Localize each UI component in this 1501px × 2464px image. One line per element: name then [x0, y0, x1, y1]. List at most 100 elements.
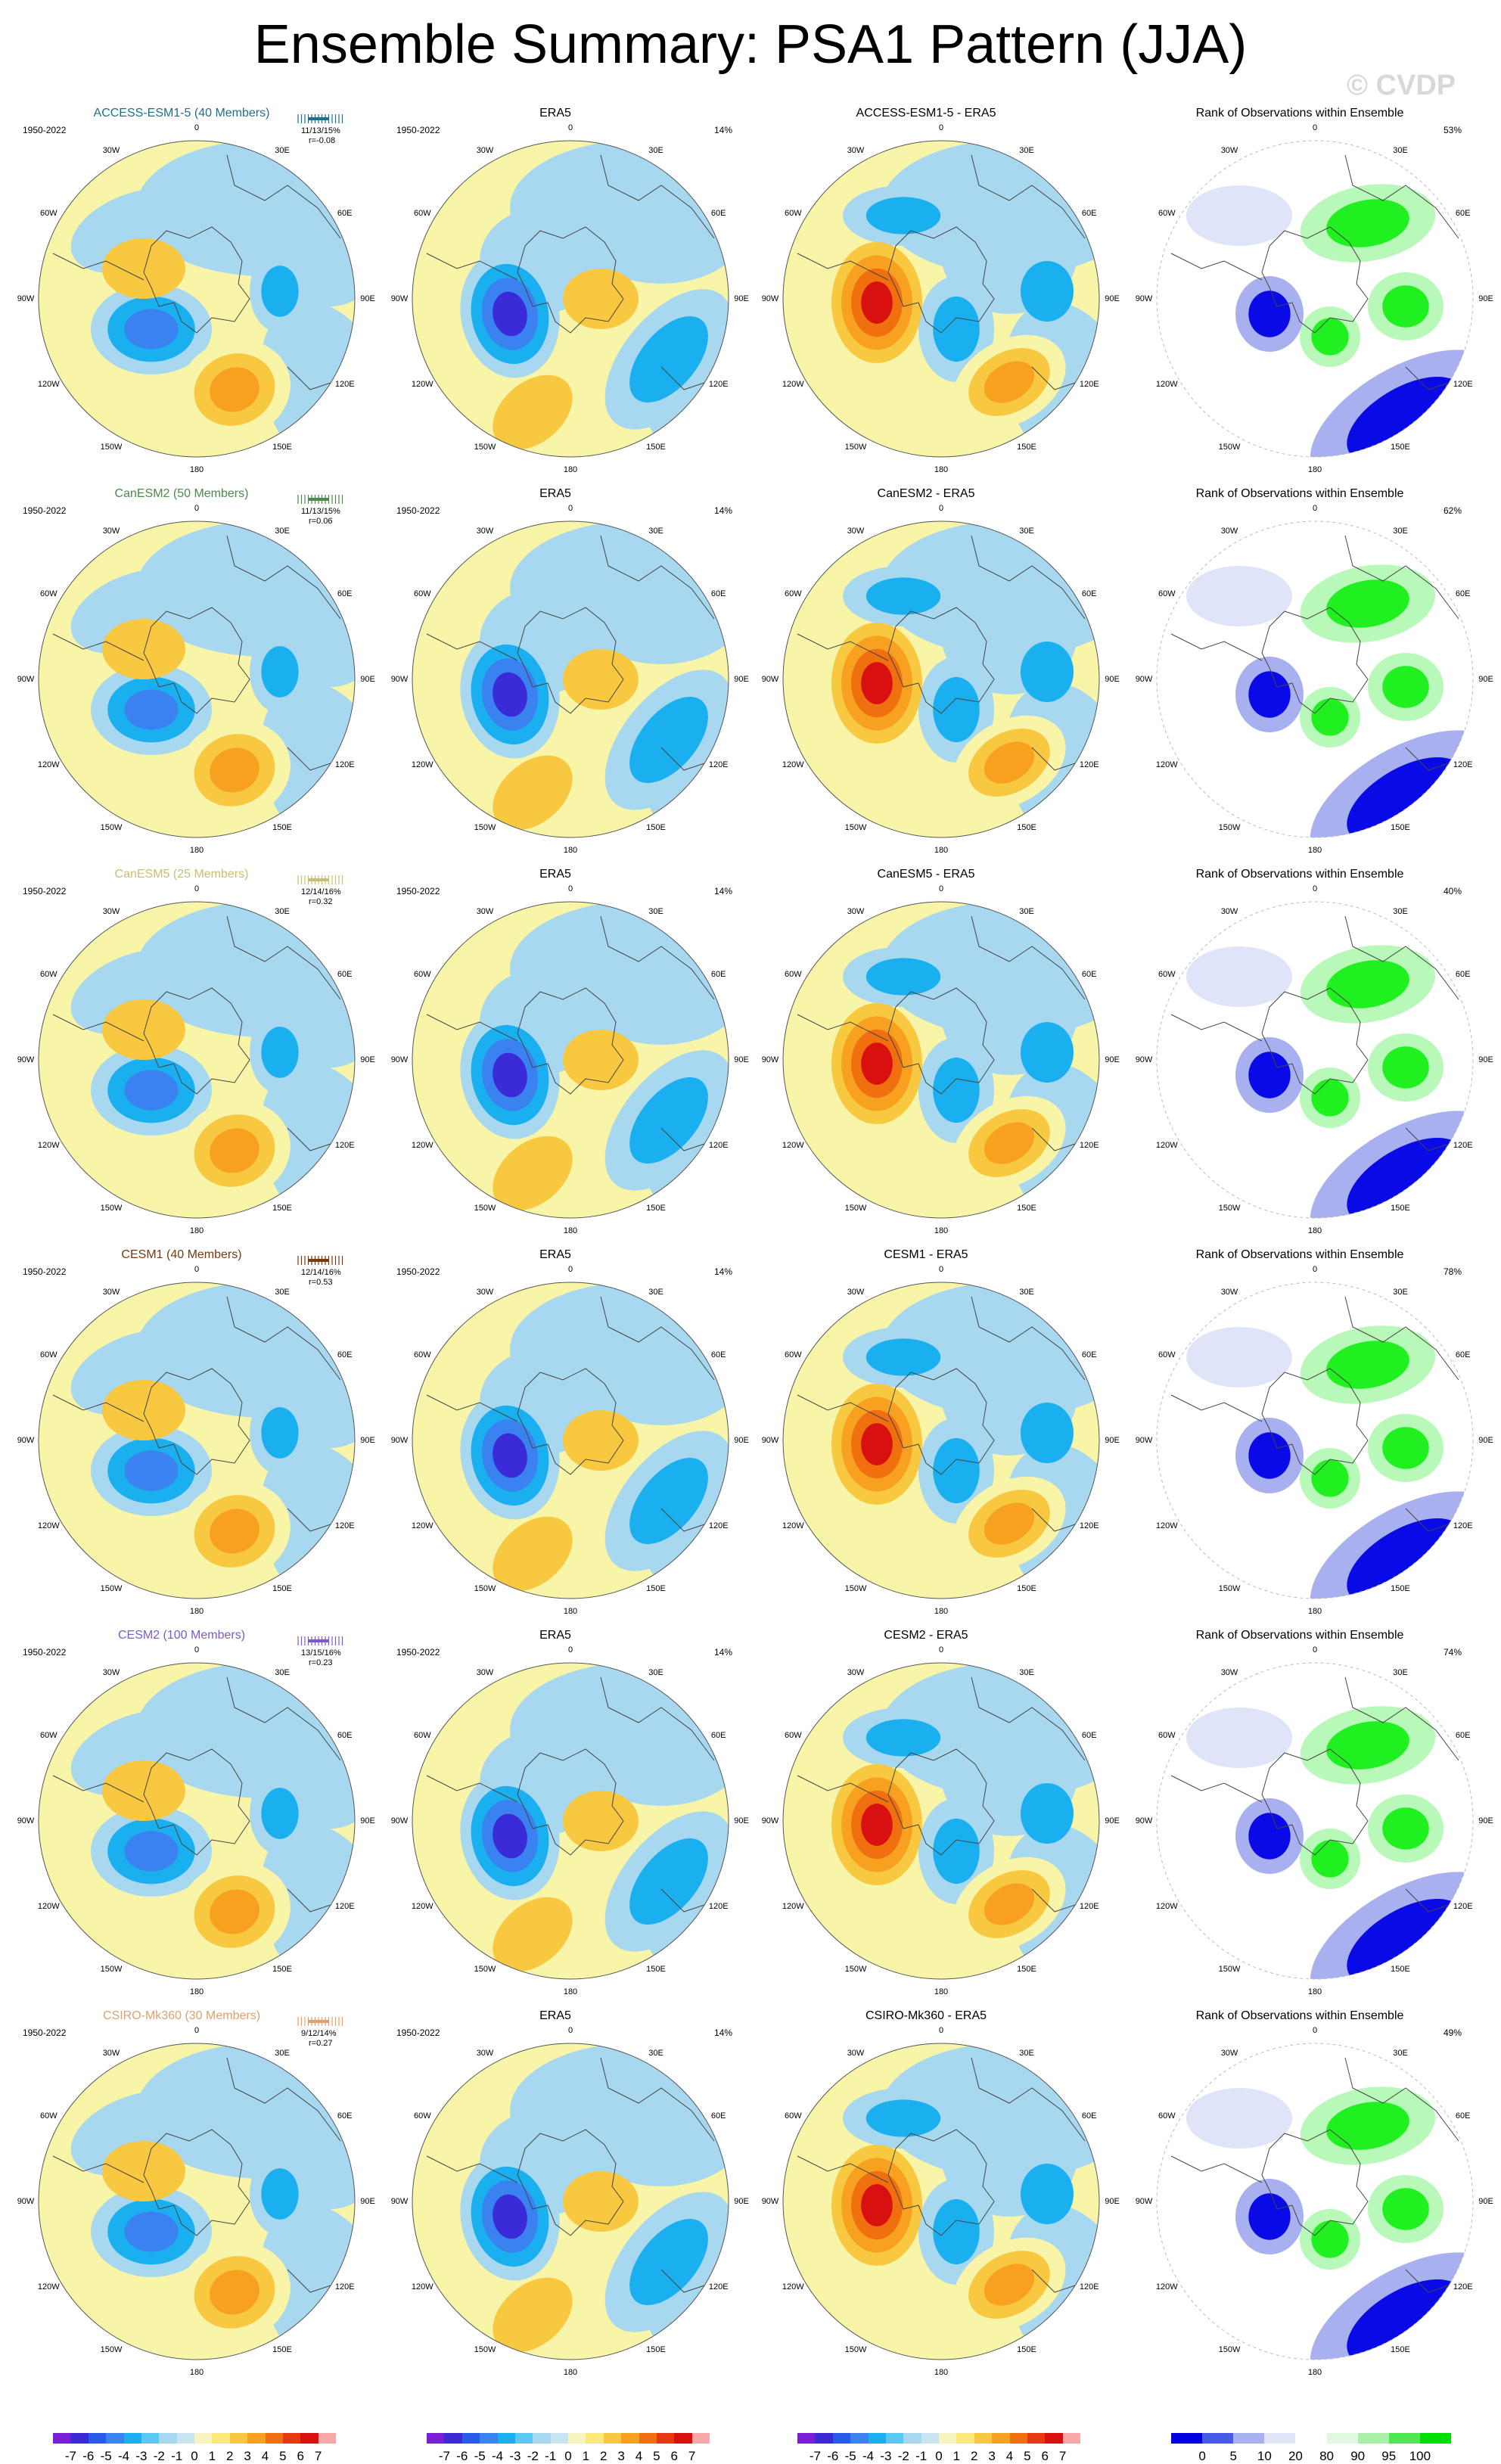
lon-label-r30: 30E: [1019, 1668, 1034, 1678]
panel-title-diff: CanESM5 - ERA5: [877, 868, 975, 881]
map-rank-0: [1156, 140, 1474, 458]
panel-title-model: CESM2 (100 Members): [117, 1629, 246, 1642]
lon-label-l30: 30W: [847, 527, 865, 536]
lon-label-l60: 60W: [1158, 970, 1176, 979]
lon-label-l90: 90W: [390, 1816, 409, 1825]
lon-label-l150: 150W: [474, 1203, 496, 1213]
lon-label-bottom: 180: [1307, 1607, 1322, 1616]
lon-label-l30: 30W: [1220, 2049, 1238, 2059]
lon-label-bottom: 180: [563, 1987, 578, 1996]
colorbar-swatch: [1295, 2433, 1327, 2444]
lon-label-top: 0: [1312, 504, 1318, 513]
lon-label-r90: 90E: [734, 294, 749, 303]
lon-label-l150: 150W: [844, 1203, 867, 1213]
lon-label-r120: 120E: [1079, 1521, 1099, 1530]
colorbar-tick-label: -2: [527, 2449, 539, 2463]
lon-label-r90: 90E: [1105, 2197, 1120, 2206]
panel-title-era5: ERA5: [539, 107, 571, 120]
map-era5-2: [412, 901, 729, 1219]
lon-label-l90: 90W: [17, 294, 35, 303]
lon-label-l150: 150W: [100, 442, 123, 452]
colorbar-swatch: [621, 2433, 639, 2444]
colorbar-tick-label: 0: [1198, 2449, 1206, 2463]
stats-label: 12/14/16%: [301, 887, 341, 896]
lon-label-r150: 150E: [1391, 1203, 1410, 1213]
map-diff-5: [782, 2043, 1100, 2360]
lon-label-l30: 30W: [847, 907, 865, 917]
lon-label-r30: 30E: [275, 527, 290, 536]
colorbar-swatch: [1233, 2433, 1265, 2444]
panel-title-diff: CESM2 - ERA5: [884, 1629, 968, 1642]
lon-label-l90: 90W: [761, 294, 779, 303]
colorbar-tick-label: 3: [617, 2449, 625, 2463]
period-label: 1950-2022: [23, 886, 67, 896]
lon-label-l90: 90W: [390, 2197, 409, 2206]
colorbar-tick-label: -7: [438, 2449, 450, 2463]
correlation-label: r=0.53: [309, 1278, 333, 1287]
colorbar-swatch: [1419, 2433, 1451, 2444]
lon-label-top: 0: [567, 2026, 573, 2035]
colorbar-tick-label: 3: [244, 2449, 251, 2463]
pct-value: 49%: [1444, 2027, 1462, 2038]
lon-label-l120: 120W: [1155, 1521, 1178, 1530]
lon-label-l30: 30W: [1220, 1288, 1238, 1297]
lon-label-r60: 60E: [1081, 2111, 1097, 2121]
colorbar-tick-label: 4: [1005, 2449, 1014, 2463]
map-era5-4: [412, 1662, 729, 1980]
panel-title-era5: ERA5: [539, 2009, 571, 2022]
colorbar-swatch: [586, 2433, 604, 2444]
lon-label-l90: 90W: [761, 1436, 779, 1445]
lon-label-bottom: 180: [189, 2368, 204, 2377]
lon-label-bottom: 180: [189, 1607, 204, 1616]
lon-label-bottom: 180: [934, 1607, 949, 1616]
lon-label-r60: 60E: [1081, 1731, 1097, 1740]
lon-label-l30: 30W: [847, 1668, 865, 1678]
lon-label-l60: 60W: [39, 2111, 57, 2121]
lon-label-top: 0: [567, 1265, 573, 1274]
map-model-4: [38, 1662, 356, 1980]
colorbar-swatch: [992, 2433, 1010, 2444]
lon-label-r90: 90E: [1478, 1055, 1493, 1064]
lon-label-bottom: 180: [1307, 2368, 1322, 2377]
colorbar-tick-label: 5: [279, 2449, 287, 2463]
panel-era5-5: ERA5 0 30E 60E 90E 120E 150E 180 150W 120W 90W 60W 3…: [391, 2009, 749, 2377]
panel-title-model: CanESM2 (50 Members): [114, 487, 249, 500]
lon-label-l60: 60W: [39, 209, 57, 218]
panel-diff-5: CSIRO-Mk360 - ERA5 0 30E 60E 90E 120E 150E 180 1…: [762, 2009, 1120, 2377]
colorbar-tick-label: 6: [297, 2449, 304, 2463]
map-era5-5: [412, 2043, 729, 2360]
lon-label-top: 0: [938, 123, 944, 132]
panel-title-diff: ACCESS-ESM1-5 - ERA5: [856, 107, 996, 120]
colorbar-swatch: [568, 2433, 586, 2444]
lon-label-top: 0: [194, 884, 200, 893]
lon-label-top: 0: [194, 504, 200, 513]
colorbar-swatch: [141, 2433, 160, 2444]
colorbar-swatch: [550, 2433, 568, 2444]
panel-diff-0: ACCESS-ESM1-5 - ERA5 0 30E 60E 90E 120E 150E 18…: [762, 107, 1120, 474]
lon-label-r90: 90E: [360, 675, 375, 684]
lon-label-r60: 60E: [1081, 970, 1097, 979]
pct-value: 14%: [714, 2027, 733, 2038]
lon-label-r60: 60E: [337, 1350, 353, 1359]
map-rank-5: [1156, 2043, 1474, 2360]
pct-value: 62%: [1444, 505, 1462, 516]
period-label: 1950-2022: [396, 125, 440, 135]
lon-label-r90: 90E: [734, 2197, 749, 2206]
panel-diff-3: CESM1 - ERA5 0 30E 60E 90E 120E 150E 180 150W 120…: [762, 1248, 1120, 1616]
colorbar-swatch: [53, 2433, 71, 2444]
lon-label-r120: 120E: [708, 760, 729, 769]
map-model-5: [38, 2043, 356, 2360]
colorbar-tick-label: 100: [1409, 2449, 1431, 2463]
colorbar-tick-label: 1: [582, 2449, 590, 2463]
lon-label-r120: 120E: [334, 1902, 355, 1911]
colorbar-tick-label: 20: [1288, 2449, 1303, 2463]
pct-value: 78%: [1444, 1266, 1462, 1277]
colorbar-swatch: [533, 2433, 551, 2444]
lon-label-r60: 60E: [1455, 2111, 1471, 2121]
map-model-1: [38, 520, 356, 838]
lon-label-l90: 90W: [17, 1055, 35, 1064]
colorbar-hpa-2: [427, 2433, 710, 2444]
lon-label-l120: 120W: [782, 1141, 804, 1150]
colorbar-swatch: [176, 2433, 194, 2444]
lon-label-r120: 120E: [1079, 1141, 1099, 1150]
